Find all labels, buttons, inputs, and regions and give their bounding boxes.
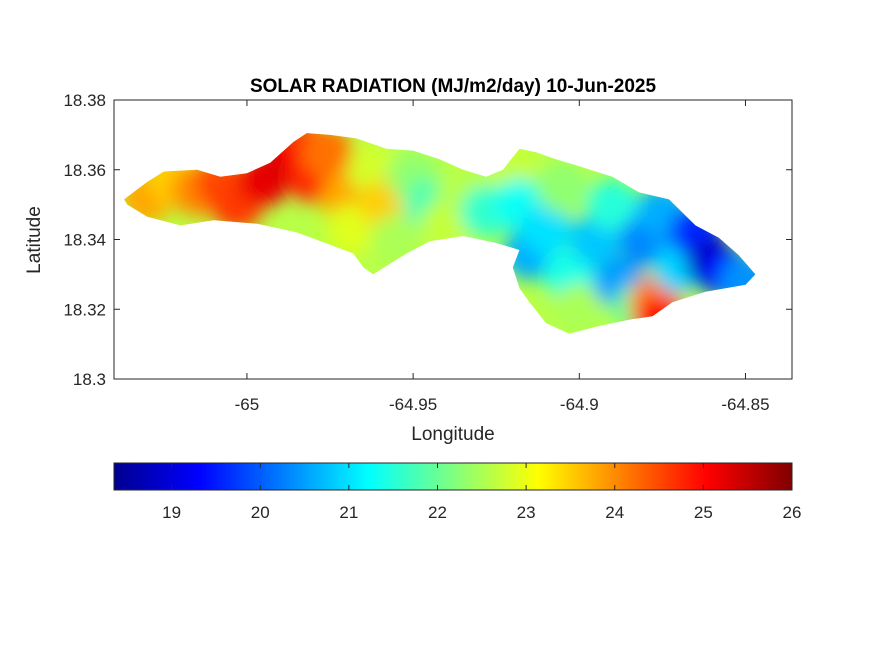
y-axis-ticks: 18.3 18.32 18.34 18.36 18.38 [63,91,792,389]
y-tick-label: 18.3 [73,370,106,389]
x-axis-ticks: -65 -64.95 -64.9 -64.85 [235,100,770,414]
x-tick-label: -64.95 [389,395,437,414]
colorbar-tick-label: 20 [251,503,270,522]
y-tick-label: 18.36 [63,161,106,180]
x-axis-label: Longitude [411,424,494,445]
colorbar-tick-label: 25 [694,503,713,522]
radiation-sample [300,133,353,179]
colorbar-tick-label: 26 [783,503,802,522]
radiation-sample [520,203,573,255]
colorbar: 19 20 21 22 23 24 25 26 [113,462,801,522]
colorbar-gradient [113,462,793,491]
chart-title: SOLAR RADIATION (MJ/m2/day) 10-Jun-2025 [250,76,657,97]
colorbar-tick-label: 24 [605,503,624,522]
y-axis-label: Latitude [24,206,45,274]
colorbar-ticks: 19 20 21 22 23 24 25 26 [162,463,801,522]
y-tick-label: 18.38 [63,91,106,110]
radiation-sample [536,161,589,214]
y-tick-label: 18.34 [63,231,106,250]
radiation-sample [553,283,606,334]
x-tick-label: -65 [235,395,260,414]
x-tick-label: -64.85 [721,395,769,414]
radiation-sample [586,178,639,231]
colorbar-tick-label: 23 [517,503,536,522]
colorbar-tick-label: 19 [162,503,181,522]
y-tick-label: 18.32 [63,300,106,319]
colorbar-tick-label: 21 [339,503,358,522]
x-tick-label: -64.9 [560,395,599,414]
colorbar-tick-label: 22 [428,503,447,522]
